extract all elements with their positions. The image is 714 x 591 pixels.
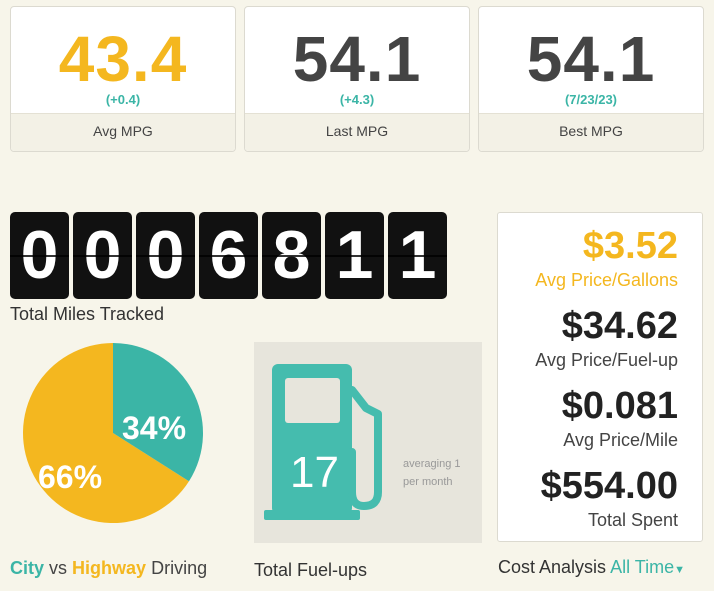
driving-split-caption: City vs Highway Driving: [10, 558, 207, 579]
odometer-digit: 1: [325, 212, 384, 299]
avg-price-fillup-label: Avg Price/Fuel-up: [535, 350, 678, 370]
city-percent: 66%: [38, 459, 103, 495]
avg-price-gallon-value: $3.52: [582, 225, 678, 267]
avg-price-gallon-label: Avg Price/Gallons: [535, 270, 678, 290]
caption-driving: Driving: [151, 558, 208, 578]
odometer-digit: 6: [199, 212, 258, 299]
odometer-digit: 1: [388, 212, 447, 299]
last-mpg-delta: (+4.3): [339, 92, 375, 107]
pie-slice-highway: [113, 343, 203, 482]
last-mpg-value: 54.1: [292, 23, 422, 95]
total-spent-value: $554.00: [540, 465, 678, 507]
avg-mpg-delta: (+0.4): [105, 92, 141, 107]
last-mpg-card: 54.1 (+4.3) Last MPG: [244, 6, 470, 152]
total-miles-label: Total Miles Tracked: [10, 304, 165, 324]
odometer-digit: 0: [136, 212, 195, 299]
fuelups-panel: [254, 342, 482, 543]
fuelups-count: 17: [290, 448, 339, 497]
avg-price-mile-value: $0.081: [561, 385, 678, 427]
caption-city: City: [10, 558, 45, 578]
cost-analysis-box: $3.52 Avg Price/Gallons $34.62 Avg Price…: [497, 212, 703, 542]
time-range-label[interactable]: All Time: [610, 557, 675, 577]
total-spent-label: Total Spent: [587, 510, 678, 530]
avg-mpg-card: 43.4 (+0.4) Avg MPG: [10, 6, 236, 152]
caret-down-icon[interactable]: ▼: [674, 564, 685, 576]
avg-mpg-label: Avg MPG: [11, 113, 235, 151]
avg-price-mile-label: Avg Price/Mile: [563, 430, 678, 450]
odometer-digit: 0: [10, 212, 69, 299]
highway-percent: 34%: [122, 410, 187, 446]
best-mpg-card: 54.1 (7/23/23) Best MPG: [478, 6, 704, 152]
last-mpg-label: Last MPG: [245, 113, 469, 151]
cost-analysis-caption: Cost Analysis All Time▼: [498, 557, 685, 578]
pie-slice-city: [22, 343, 189, 523]
caption-vs: vs: [49, 558, 68, 578]
driving-split-pie: [20, 340, 206, 526]
best-mpg-date: (7/23/23): [564, 92, 618, 107]
odometer-digit: 8: [262, 212, 321, 299]
best-mpg-value: 54.1: [526, 23, 656, 95]
avg-price-fillup-value: $34.62: [561, 305, 678, 347]
fuel-pump-icon: [264, 364, 382, 520]
odometer: 0 0 0 6 8 1 1: [10, 212, 447, 299]
time-range-dropdown[interactable]: All Time▼: [610, 557, 685, 577]
best-mpg-label: Best MPG: [479, 113, 703, 151]
avg-mpg-value: 43.4: [58, 23, 188, 95]
caption-highway: Highway: [72, 558, 147, 578]
total-fuelups-label: Total Fuel-ups: [254, 560, 368, 580]
cost-analysis-title: Cost Analysis: [498, 557, 607, 577]
fuelups-average-note: averaging 1 per month: [403, 458, 461, 488]
odometer-digit: 0: [73, 212, 132, 299]
